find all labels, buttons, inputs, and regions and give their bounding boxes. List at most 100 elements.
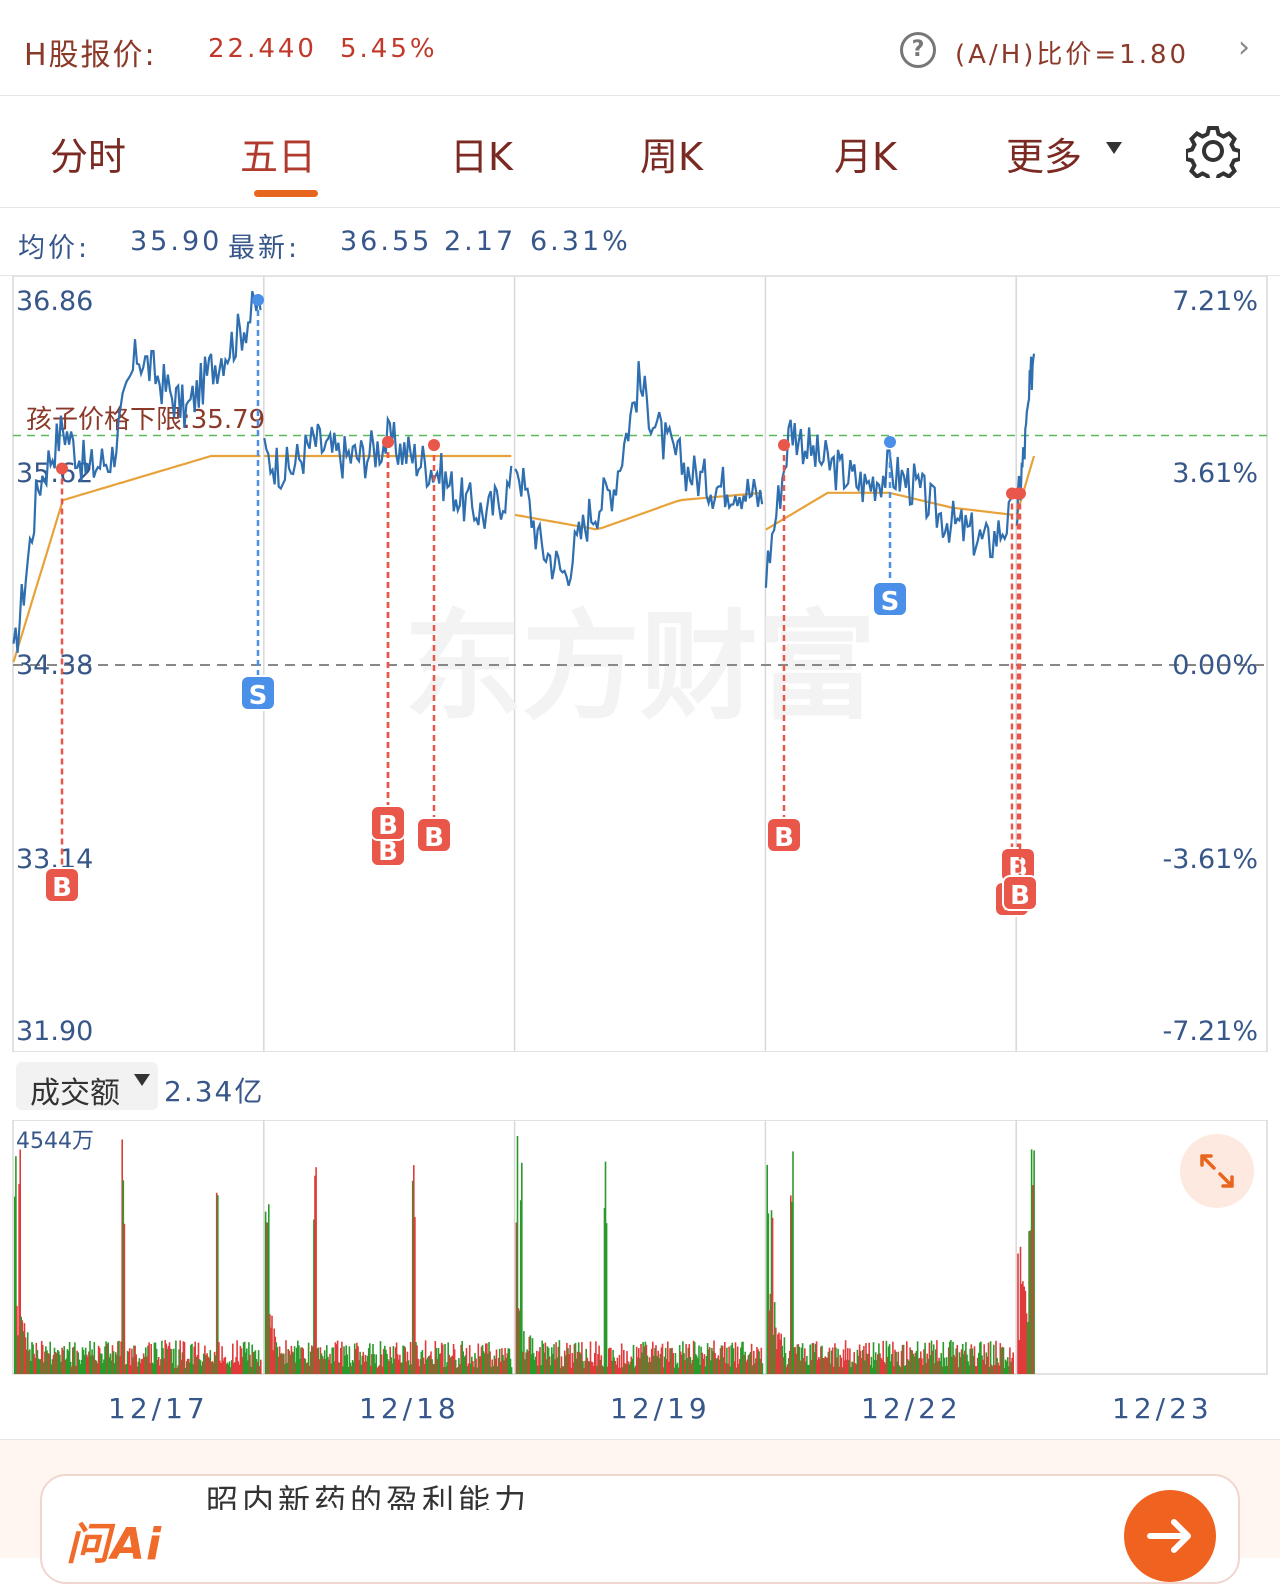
volume-bar bbox=[309, 1351, 312, 1374]
volume-bar bbox=[144, 1356, 146, 1374]
help-icon[interactable]: ? bbox=[900, 32, 936, 68]
ai-go-button[interactable] bbox=[1124, 1490, 1216, 1582]
volume-bar bbox=[204, 1345, 206, 1374]
volume-bar bbox=[330, 1363, 332, 1374]
volume-bar bbox=[39, 1359, 42, 1374]
h-share-quote-bar[interactable]: H股报价: 22.440 5.45% ? (A/H)比价=1.80 › bbox=[0, 0, 1280, 96]
settings-gear-icon[interactable] bbox=[1186, 124, 1240, 178]
volume-bar bbox=[1011, 1357, 1013, 1374]
volume-bar bbox=[438, 1353, 441, 1374]
h-share-price: 22.440 bbox=[208, 34, 317, 64]
volume-bar bbox=[924, 1342, 926, 1374]
five-day-price-chart[interactable]: 东方财富孩子价格下限:35.7936.8634.3833.1431.9035.6… bbox=[0, 276, 1280, 1052]
volume-bar bbox=[503, 1360, 505, 1374]
volume-bar bbox=[704, 1366, 707, 1374]
volume-frame bbox=[12, 1120, 1268, 1375]
volume-bar bbox=[868, 1342, 870, 1374]
volume-bar bbox=[810, 1360, 812, 1374]
volume-bar bbox=[372, 1344, 374, 1374]
volume-bar bbox=[956, 1345, 959, 1374]
volume-bar bbox=[283, 1353, 285, 1374]
volume-bar bbox=[468, 1345, 471, 1374]
volume-bar bbox=[97, 1345, 100, 1374]
ah-ratio[interactable]: (A/H)比价=1.80 bbox=[955, 40, 1190, 70]
more-dropdown-icon[interactable] bbox=[1106, 142, 1122, 154]
volume-bar bbox=[290, 1345, 293, 1374]
volume-bar bbox=[927, 1358, 930, 1374]
volume-bar bbox=[1009, 1347, 1011, 1374]
volume-bar bbox=[148, 1342, 150, 1374]
volume-bar bbox=[147, 1345, 149, 1374]
volume-bar bbox=[429, 1355, 431, 1374]
tab-month-k[interactable]: 月K bbox=[834, 135, 897, 179]
volume-bar bbox=[226, 1362, 229, 1374]
volume-bar bbox=[884, 1363, 887, 1374]
volume-bar bbox=[370, 1365, 372, 1374]
volume-bar bbox=[108, 1357, 111, 1374]
volume-bar bbox=[690, 1363, 693, 1374]
volume-bar bbox=[332, 1347, 335, 1374]
watermark: 东方财富 bbox=[404, 598, 876, 736]
volume-bar bbox=[562, 1366, 565, 1374]
volume-bar bbox=[726, 1347, 728, 1374]
volume-bar bbox=[505, 1357, 507, 1374]
volume-bar bbox=[132, 1357, 134, 1374]
tab-more[interactable]: 更多 bbox=[1006, 135, 1083, 179]
volume-bar bbox=[742, 1341, 744, 1374]
price-change: 2.17 bbox=[444, 226, 517, 257]
volume-bar bbox=[480, 1346, 483, 1374]
tab-day-k[interactable]: 日K bbox=[450, 135, 513, 179]
volume-bar bbox=[185, 1361, 188, 1374]
volume-bar bbox=[360, 1364, 362, 1374]
volume-bar bbox=[30, 1361, 32, 1374]
volume-bar bbox=[635, 1346, 638, 1374]
expand-chart-button[interactable] bbox=[1180, 1134, 1254, 1208]
volume-bar bbox=[550, 1365, 552, 1374]
volume-bar bbox=[400, 1362, 402, 1374]
volume-bar bbox=[906, 1341, 908, 1374]
volume-bar bbox=[781, 1345, 783, 1374]
volume-bar bbox=[376, 1367, 379, 1374]
volume-bar bbox=[979, 1342, 981, 1374]
tab-intraday[interactable]: 分时 bbox=[50, 135, 127, 179]
volume-bar bbox=[518, 1310, 521, 1374]
volume-bar bbox=[51, 1359, 54, 1374]
volume-bar bbox=[812, 1342, 815, 1374]
volume-bar bbox=[18, 1184, 20, 1374]
volume-bar bbox=[346, 1354, 348, 1374]
volume-bar bbox=[154, 1342, 157, 1374]
volume-bar bbox=[475, 1358, 477, 1374]
volume-bar bbox=[483, 1353, 486, 1374]
volume-bar bbox=[316, 1348, 318, 1374]
volume-bar bbox=[447, 1342, 449, 1374]
chevron-right-icon[interactable]: › bbox=[1238, 30, 1250, 65]
volume-bar bbox=[21, 1320, 24, 1374]
tab-five-day[interactable]: 五日 bbox=[240, 135, 317, 179]
volume-bar bbox=[609, 1347, 611, 1374]
volume-bar bbox=[731, 1342, 734, 1374]
volume-bar bbox=[146, 1356, 148, 1374]
volume-bar bbox=[671, 1347, 673, 1374]
volume-bar bbox=[329, 1353, 331, 1374]
volume-bar bbox=[66, 1349, 69, 1374]
volume-bar bbox=[925, 1363, 927, 1374]
volume-bar bbox=[587, 1361, 590, 1374]
tab-week-k[interactable]: 周K bbox=[640, 135, 703, 179]
volume-bar bbox=[947, 1347, 950, 1374]
volume-bar bbox=[845, 1359, 848, 1374]
volume-bar bbox=[52, 1355, 55, 1374]
volume-bar bbox=[408, 1365, 411, 1374]
volume-bar bbox=[778, 1332, 780, 1374]
volume-bar bbox=[131, 1348, 133, 1374]
volume-dropdown-icon[interactable] bbox=[134, 1074, 150, 1086]
ai-suggestion-text[interactable]: 昭内新药的盈利能力 bbox=[206, 1482, 531, 1510]
volume-bar bbox=[75, 1365, 77, 1374]
volume-bar bbox=[831, 1347, 834, 1374]
volume-bar-chart[interactable]: 4544万 bbox=[0, 1120, 1280, 1376]
volume-total: 2.34亿 bbox=[164, 1075, 265, 1108]
volume-metric-selector[interactable]: 成交额 bbox=[16, 1062, 158, 1111]
volume-bar bbox=[427, 1357, 429, 1374]
volume-bar bbox=[138, 1358, 141, 1374]
volume-bar bbox=[698, 1345, 700, 1374]
date-tick: 12/17 bbox=[108, 1392, 209, 1425]
